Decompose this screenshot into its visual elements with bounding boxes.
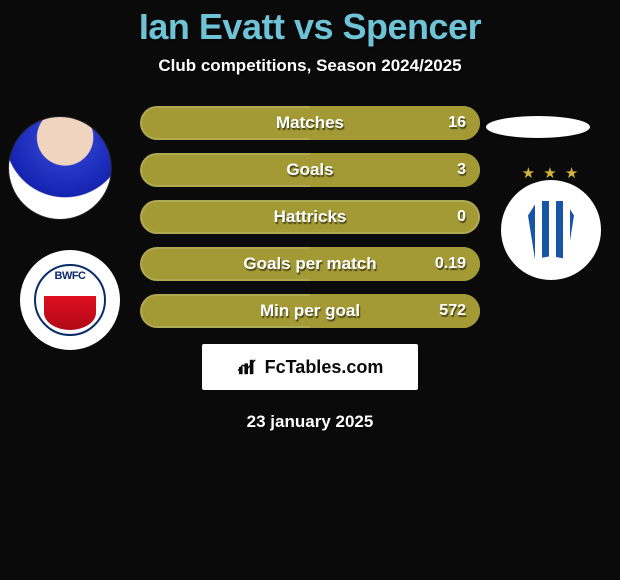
stat-label: Goals per match [140,247,480,281]
brand-text: FcTables.com [265,357,384,378]
stat-label: Matches [140,106,480,140]
player2-name: Spencer [343,6,482,47]
stat-value-right: 16 [448,106,466,140]
bolton-badge-icon [34,264,106,336]
stat-label: Goals [140,153,480,187]
date-text: 23 january 2025 [0,412,620,432]
stats-bars: Matches16 Goals3 Hattricks0 Goals per match… [140,106,480,328]
main-content: ★ ★ ★ Matches16 Goals3 Hattricks0 Goals per… [0,106,620,432]
bar-chart-icon [237,358,259,376]
vs-label: vs [294,6,333,47]
player2-photo [486,116,590,138]
player1-name: Ian Evatt [139,6,285,47]
stat-value-right: 572 [439,294,466,328]
stat-value-right: 3 [457,153,466,187]
player2-club-logo: ★ ★ ★ [496,164,606,284]
stat-value-right: 0 [457,200,466,234]
stat-row: Goals per match0.19 [140,247,480,281]
comparison-title: Ian Evatt vs Spencer [0,6,620,48]
stat-value-right: 0.19 [435,247,466,281]
shield-stripes-icon [528,201,574,259]
stat-row: Min per goal572 [140,294,480,328]
stat-row: Matches16 [140,106,480,140]
infographic-root: Ian Evatt vs Spencer Club competitions, … [0,0,620,432]
stat-row: Goals3 [140,153,480,187]
huddersfield-badge-icon [501,180,601,280]
player1-photo [8,116,112,220]
stat-label: Min per goal [140,294,480,328]
subtitle: Club competitions, Season 2024/2025 [0,56,620,76]
brand-badge[interactable]: FcTables.com [202,344,418,390]
stat-label: Hattricks [140,200,480,234]
stat-row: Hattricks0 [140,200,480,234]
player1-club-logo [20,250,120,350]
